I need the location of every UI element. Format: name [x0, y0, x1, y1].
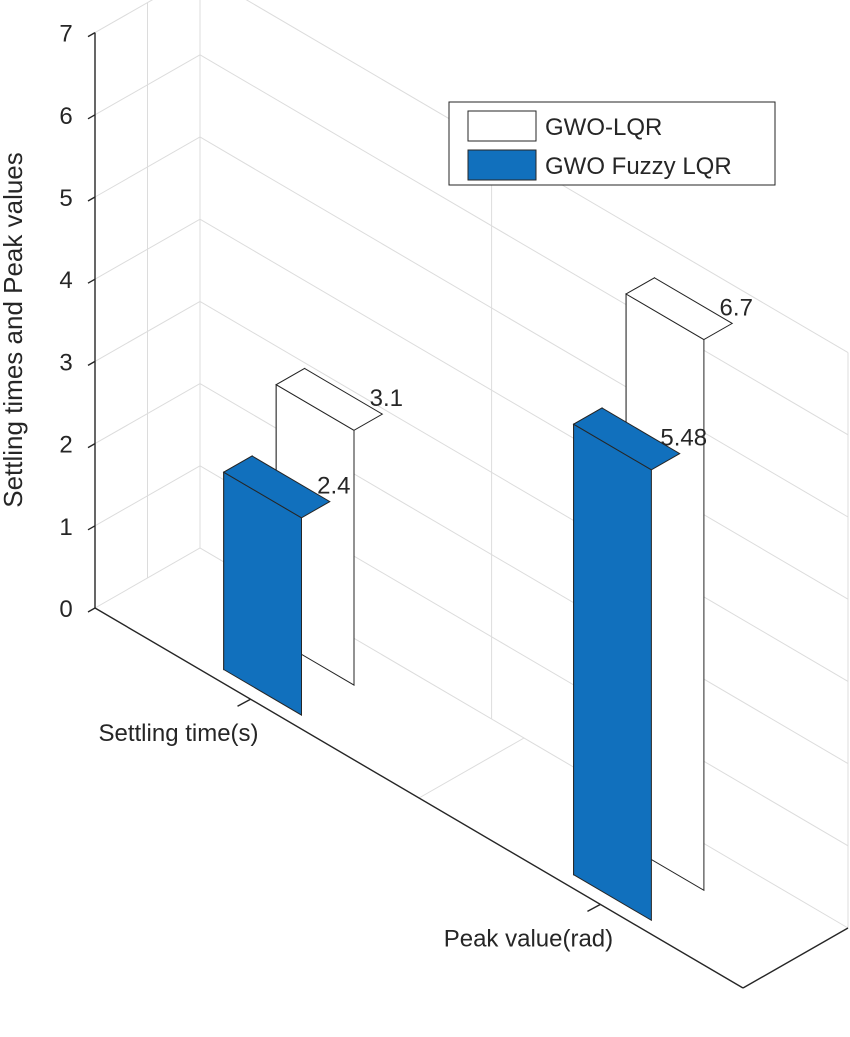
y-tick-label: 6 — [59, 103, 72, 130]
depth-axis-line — [742, 927, 849, 989]
grid-line — [94, 465, 849, 847]
y-tick-labels: 0 1 2 3 4 5 6 7 — [59, 21, 72, 623]
grid-line — [94, 136, 849, 518]
bar-gwo-fuzzy-lqr-0 — [222, 455, 331, 716]
bar-front-face — [573, 423, 652, 922]
y-tick-label: 5 — [59, 185, 72, 212]
y-tick-label: 7 — [59, 21, 72, 48]
axis-layer — [87, 31, 849, 989]
grid-line — [94, 300, 849, 682]
y-tick — [87, 31, 96, 38]
bar-gwo-fuzzy-lqr-1 — [572, 407, 681, 922]
data-label-gwo-lqr-1: 6.7 — [720, 294, 753, 321]
legend-swatch-gwo-lqr — [467, 110, 537, 142]
y-tick — [87, 442, 96, 449]
bar-top-face — [222, 455, 331, 519]
bar-layer: 3.1 6.7 2.4 5.48 — [222, 276, 753, 922]
category-label-peak-value: Peak value(rad) — [444, 925, 613, 952]
data-label-gwo-fuzzy-lqr-1: 5.48 — [660, 425, 707, 452]
legend-swatch-gwo-fuzzy-lqr — [467, 149, 537, 181]
y-tick-label: 3 — [59, 349, 72, 376]
legend-label-gwo-lqr: GWO-LQR — [545, 114, 662, 141]
legend-label-gwo-fuzzy-lqr: GWO Fuzzy LQR — [545, 153, 732, 180]
x-tick — [587, 903, 601, 913]
grid-line — [94, 218, 849, 600]
y-tick — [87, 114, 96, 120]
data-label-gwo-fuzzy-lqr-0: 2.4 — [317, 473, 350, 500]
y-tick — [87, 360, 96, 367]
y-tick — [87, 607, 96, 613]
legend: GWO-LQR GWO Fuzzy LQR — [448, 101, 776, 186]
y-tick-label: 4 — [59, 267, 72, 294]
y-tick — [87, 278, 96, 284]
x-axis-line — [94, 607, 744, 989]
y-tick — [87, 525, 96, 531]
grid-line — [94, 0, 849, 354]
bar-top-face — [625, 277, 734, 341]
grid-line — [94, 383, 849, 765]
bar-top-face — [275, 367, 384, 431]
y-tick-label: 0 — [59, 596, 72, 623]
data-label-gwo-lqr-0: 3.1 — [370, 385, 403, 412]
bar-top-face — [572, 407, 681, 471]
x-tick — [237, 698, 251, 707]
category-labels: Settling time(s) Peak value(rad) — [98, 720, 613, 952]
y-axis-label: Settling times and Peak values — [0, 152, 28, 508]
y-tick-label: 1 — [59, 514, 72, 541]
y-tick-label: 2 — [59, 432, 72, 459]
y-tick — [87, 196, 96, 202]
category-label-settling-time: Settling time(s) — [98, 720, 258, 747]
grid-line — [418, 737, 525, 799]
